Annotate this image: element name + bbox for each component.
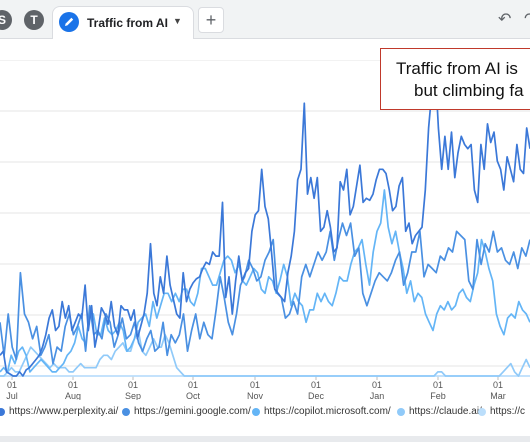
legend-swatch (122, 407, 130, 416)
line-chart: 01Jul01Aug01Sep01Oct01Nov01Dec01Jan01Feb… (0, 60, 530, 400)
x-tick-label-month: Jul (6, 391, 18, 400)
x-tick-label-day: 01 (188, 380, 198, 390)
tab-bar: S T Traffic from AI ▼ + ↶ ↷ (0, 0, 530, 39)
redo-icon[interactable]: ↷ (524, 9, 530, 29)
legend-swatch (0, 407, 5, 416)
legend-item-copilot[interactable]: https://copilot.microsoft.com/ (252, 406, 391, 417)
x-tick-label-month: Sep (125, 391, 141, 400)
series-line-0 (0, 65, 530, 377)
x-tick-label-day: 01 (250, 380, 260, 390)
series-line-3 (0, 329, 530, 377)
pinned-tab-t-letter: T (30, 13, 38, 27)
callout-line-2: but climbing fa (414, 81, 524, 100)
pinned-tab-s-letter: S (0, 13, 6, 27)
legend-label: https://www.perplexity.ai/ (9, 406, 119, 417)
legend-item-gemini[interactable]: https://gemini.google.com/ (122, 406, 251, 417)
undo-icon[interactable]: ↶ (498, 11, 512, 28)
window-bottom-edge (0, 436, 530, 442)
legend-item-c[interactable]: https://c (478, 406, 525, 417)
x-tick-label-month: Oct (186, 391, 201, 400)
pinned-tab-s[interactable]: S (0, 10, 12, 30)
x-tick-label-day: 01 (433, 380, 443, 390)
add-tab-button[interactable]: + (198, 7, 224, 33)
x-tick-label-month: Aug (65, 391, 81, 400)
x-tick-label-day: 01 (7, 380, 17, 390)
x-tick-label-month: Jan (370, 391, 385, 400)
legend-label: https://copilot.microsoft.com/ (264, 406, 391, 417)
tab-traffic-from-ai[interactable]: Traffic from AI ▼ (52, 6, 194, 39)
pencil-icon (59, 12, 79, 32)
chart-legend: https://www.perplexity.ai/ https://gemin… (0, 402, 530, 426)
legend-swatch (478, 407, 486, 416)
legend-label: https://c (490, 406, 526, 417)
x-tick-label-day: 01 (128, 380, 138, 390)
pinned-tab-t[interactable]: T (24, 10, 44, 30)
x-tick-label-month: Feb (430, 391, 446, 400)
x-tick-label-month: Dec (308, 391, 325, 400)
plus-icon: + (205, 10, 217, 30)
callout-line-1: Traffic from AI is (396, 59, 518, 78)
x-tick-label-day: 01 (68, 380, 78, 390)
legend-swatch (252, 407, 260, 416)
legend-item-claude[interactable]: https://claude.ai/ (397, 406, 482, 417)
callout-annotation: Traffic from AI is but climbing fa (380, 48, 530, 110)
x-tick-label-month: Nov (247, 391, 264, 400)
x-tick-label-month: Mar (490, 391, 506, 400)
tab-label: Traffic from AI (87, 16, 168, 30)
x-tick-label-day: 01 (311, 380, 321, 390)
legend-label: https://gemini.google.com/ (134, 406, 251, 417)
legend-label: https://claude.ai/ (409, 406, 482, 417)
x-tick-label-day: 01 (372, 380, 382, 390)
legend-item-perplexity[interactable]: https://www.perplexity.ai/ (0, 406, 118, 417)
chevron-down-icon[interactable]: ▼ (173, 16, 182, 26)
series-line-2 (0, 189, 530, 373)
legend-swatch (397, 407, 405, 416)
x-tick-label-day: 01 (493, 380, 503, 390)
